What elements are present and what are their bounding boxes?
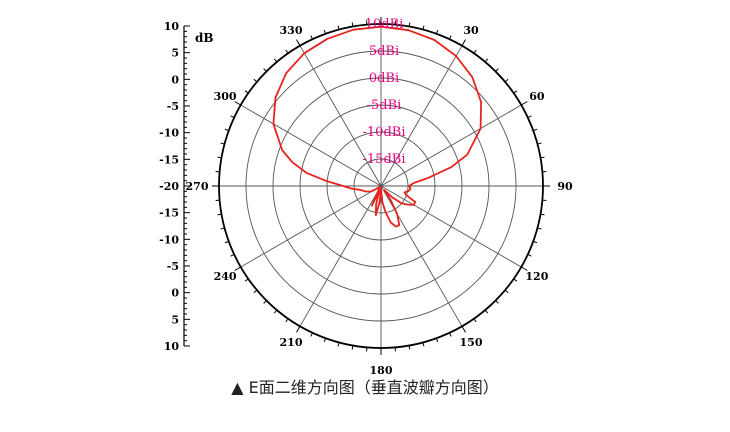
left-scale-tick-label: 0 bbox=[171, 287, 179, 300]
grid-ring bbox=[272, 77, 490, 295]
left-scale-tick-label: 10 bbox=[164, 20, 180, 33]
angle-label-120: 120 bbox=[525, 270, 548, 283]
series-line-0 bbox=[272, 25, 483, 228]
angle-label-330: 330 bbox=[280, 24, 303, 37]
angle-tick-mark bbox=[296, 39, 301, 46]
angle-label-270: 270 bbox=[186, 180, 209, 193]
angle-label-90: 90 bbox=[557, 180, 573, 193]
left-scale-tick-label: 0 bbox=[171, 73, 179, 86]
left-scale-tick-label: -5 bbox=[167, 100, 179, 113]
grid-ring bbox=[245, 50, 517, 322]
angle-tick-mark bbox=[521, 101, 528, 106]
angle-tick-mark bbox=[234, 101, 241, 106]
angle-label-210: 210 bbox=[280, 336, 303, 349]
left-scale-tick-label: 5 bbox=[171, 47, 179, 60]
left-scale-tick-label: -15 bbox=[159, 207, 179, 220]
angle-tick-labels: 30 60 90 120 150 180 210 240 270 300 330 bbox=[186, 24, 573, 377]
ring-labels: 10dBi 5dBi 0dBi -5dBi -10dBi -15dBi bbox=[363, 17, 406, 167]
angle-tick-mark bbox=[296, 326, 301, 333]
series-layer bbox=[272, 25, 483, 228]
radial-unit-label: dB bbox=[195, 31, 214, 45]
angle-label-300: 300 bbox=[214, 90, 237, 103]
left-scale-tick-label: -20 bbox=[159, 180, 179, 193]
angle-tick-mark bbox=[461, 39, 466, 46]
angle-tick-mark bbox=[234, 266, 241, 271]
left-scale-tick-label: 10 bbox=[164, 340, 180, 353]
outer-ring bbox=[218, 23, 544, 349]
ring-label: -5dBi bbox=[367, 98, 402, 113]
left-scale-tick-label: -15 bbox=[159, 153, 179, 166]
angle-label-30: 30 bbox=[463, 24, 479, 37]
angle-tick-mark bbox=[521, 266, 528, 271]
left-scale-tick-label: -10 bbox=[159, 233, 179, 246]
left-scale-tick-label: -10 bbox=[159, 127, 179, 140]
left-radial-scale: 10 5 0 -5 -10 -15 -20 -15 -10 -5 0 5 10 dB bbox=[159, 20, 213, 353]
angle-label-240: 240 bbox=[214, 270, 237, 283]
angle-tick-mark bbox=[461, 326, 466, 333]
ring-label: 0dBi bbox=[369, 71, 399, 86]
angle-label-60: 60 bbox=[529, 90, 545, 103]
angle-label-180: 180 bbox=[370, 364, 393, 377]
chart-caption: ▲ E面二维方向图（垂直波瓣方向图） bbox=[231, 378, 499, 397]
polar-grid bbox=[212, 17, 550, 355]
ring-label: -10dBi bbox=[363, 125, 406, 140]
ring-label: -15dBi bbox=[363, 152, 406, 167]
ring-label: 5dBi bbox=[369, 44, 399, 59]
ring-label: 10dBi bbox=[365, 17, 404, 32]
grid-ring bbox=[326, 131, 436, 241]
grid-ring bbox=[299, 104, 463, 268]
grid-ring bbox=[353, 158, 409, 214]
angle-label-150: 150 bbox=[460, 336, 483, 349]
left-scale-tick-label: -5 bbox=[167, 260, 179, 273]
left-scale-tick-label: 5 bbox=[171, 313, 179, 326]
